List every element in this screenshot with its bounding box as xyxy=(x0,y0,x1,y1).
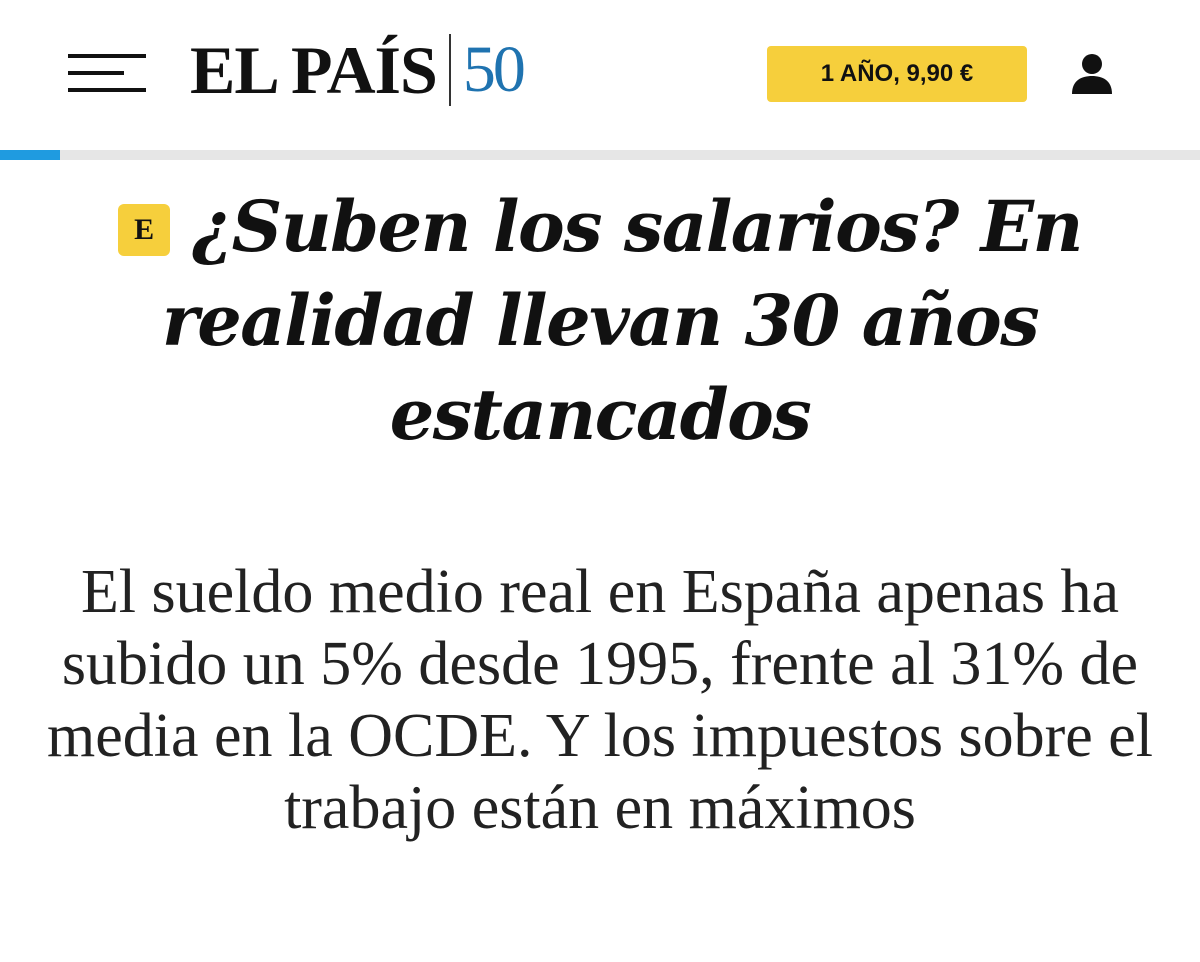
reading-progress-bar xyxy=(0,150,1200,160)
site-logo[interactable]: EL PAÍS 50 xyxy=(190,30,526,110)
subscribe-button[interactable]: 1 AÑO, 9,90 € xyxy=(767,46,1027,102)
logo-anniversary-mark: 50 xyxy=(462,33,526,106)
logo-divider xyxy=(448,34,451,106)
site-header: EL PAÍS 50 1 AÑO, 9,90 € xyxy=(0,0,1200,150)
menu-icon-line-2 xyxy=(68,71,124,75)
article-headline: E ¿Suben los salarios? En realidad llevan… xyxy=(40,180,1160,462)
headline-container: E ¿Suben los salarios? En realidad llevan… xyxy=(40,180,1160,462)
article-subtitle: El sueldo medio real en España apenas ha… xyxy=(46,558,1154,842)
menu-icon[interactable] xyxy=(68,54,148,94)
menu-icon-line-1 xyxy=(68,54,146,58)
reading-progress-fill xyxy=(0,150,60,160)
headline-text: ¿Suben los salarios? En realidad llevan … xyxy=(161,185,1083,456)
menu-icon-line-3 xyxy=(68,88,146,92)
exclusive-badge: E xyxy=(118,204,171,256)
user-icon[interactable] xyxy=(1068,52,1116,96)
logo-wordmark: EL PAÍS xyxy=(190,32,438,108)
